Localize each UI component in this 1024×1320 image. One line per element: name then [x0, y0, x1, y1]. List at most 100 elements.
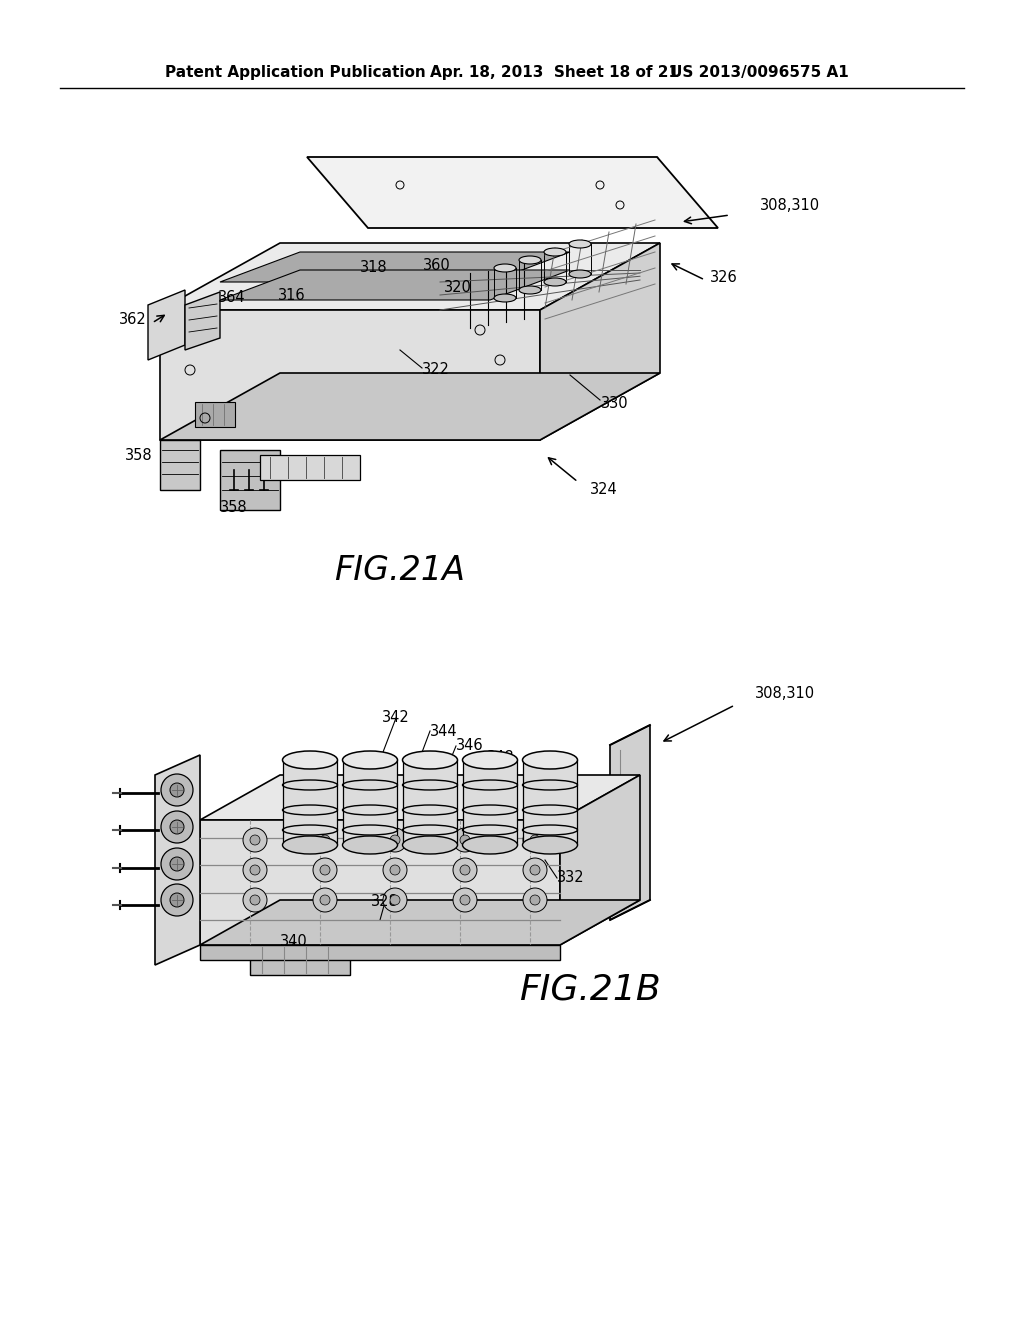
Circle shape	[453, 858, 477, 882]
Ellipse shape	[283, 836, 338, 854]
Text: 326: 326	[710, 271, 737, 285]
Circle shape	[530, 865, 540, 875]
Polygon shape	[160, 243, 660, 310]
Text: 342: 342	[382, 710, 410, 726]
Circle shape	[313, 828, 337, 851]
Text: 308,310: 308,310	[760, 198, 820, 213]
Circle shape	[390, 865, 400, 875]
Polygon shape	[200, 775, 640, 820]
Circle shape	[530, 836, 540, 845]
Text: 348: 348	[487, 751, 515, 766]
Text: 332: 332	[557, 870, 585, 886]
Polygon shape	[540, 243, 660, 440]
Ellipse shape	[569, 240, 591, 248]
Polygon shape	[160, 374, 660, 440]
Ellipse shape	[519, 256, 541, 264]
Circle shape	[523, 828, 547, 851]
Circle shape	[460, 895, 470, 906]
Circle shape	[170, 820, 184, 834]
Text: 344: 344	[430, 723, 458, 738]
Circle shape	[319, 865, 330, 875]
Polygon shape	[250, 945, 350, 975]
Circle shape	[170, 783, 184, 797]
Ellipse shape	[463, 836, 517, 854]
Text: 308,310: 308,310	[755, 685, 815, 701]
Ellipse shape	[522, 836, 578, 854]
Circle shape	[319, 895, 330, 906]
Circle shape	[161, 810, 193, 843]
Polygon shape	[343, 760, 397, 845]
Polygon shape	[403, 760, 457, 845]
Ellipse shape	[402, 836, 458, 854]
Ellipse shape	[342, 836, 397, 854]
Polygon shape	[155, 755, 200, 965]
Circle shape	[453, 828, 477, 851]
Text: Patent Application Publication: Patent Application Publication	[165, 65, 426, 79]
Ellipse shape	[519, 286, 541, 294]
Polygon shape	[610, 725, 650, 920]
Polygon shape	[200, 900, 640, 945]
Circle shape	[530, 895, 540, 906]
Ellipse shape	[402, 751, 458, 770]
Circle shape	[383, 828, 407, 851]
Text: 340: 340	[281, 935, 308, 949]
Polygon shape	[283, 760, 337, 845]
Polygon shape	[463, 760, 517, 845]
Polygon shape	[220, 252, 570, 282]
Circle shape	[523, 888, 547, 912]
Circle shape	[390, 836, 400, 845]
Circle shape	[313, 858, 337, 882]
Circle shape	[313, 888, 337, 912]
Text: 364: 364	[218, 290, 246, 305]
Ellipse shape	[544, 248, 566, 256]
Ellipse shape	[494, 264, 516, 272]
Circle shape	[250, 865, 260, 875]
Polygon shape	[307, 157, 718, 228]
Text: 328: 328	[371, 895, 399, 909]
Circle shape	[170, 857, 184, 871]
Ellipse shape	[463, 751, 517, 770]
Text: FIG.21B: FIG.21B	[519, 973, 660, 1007]
Text: 358: 358	[125, 447, 153, 462]
Text: FIG.21A: FIG.21A	[335, 553, 466, 586]
Circle shape	[250, 895, 260, 906]
Polygon shape	[185, 292, 220, 350]
Polygon shape	[220, 271, 570, 300]
Circle shape	[453, 888, 477, 912]
Circle shape	[383, 888, 407, 912]
Polygon shape	[148, 290, 185, 360]
Circle shape	[460, 865, 470, 875]
Text: 324: 324	[590, 483, 617, 498]
Circle shape	[243, 828, 267, 851]
Polygon shape	[195, 403, 234, 426]
Polygon shape	[560, 775, 640, 945]
Circle shape	[161, 847, 193, 880]
Polygon shape	[160, 440, 200, 490]
Polygon shape	[260, 455, 360, 480]
Ellipse shape	[544, 279, 566, 286]
Polygon shape	[160, 310, 540, 440]
Circle shape	[250, 836, 260, 845]
Text: 318: 318	[360, 260, 388, 276]
Text: US 2013/0096575 A1: US 2013/0096575 A1	[670, 65, 849, 79]
Circle shape	[390, 895, 400, 906]
Ellipse shape	[342, 751, 397, 770]
Text: 330: 330	[601, 396, 629, 411]
Circle shape	[170, 894, 184, 907]
Text: 346: 346	[456, 738, 483, 754]
Text: Apr. 18, 2013  Sheet 18 of 21: Apr. 18, 2013 Sheet 18 of 21	[430, 65, 679, 79]
Polygon shape	[523, 760, 577, 845]
Circle shape	[161, 774, 193, 807]
Ellipse shape	[494, 294, 516, 302]
Text: 322: 322	[422, 363, 450, 378]
Circle shape	[523, 858, 547, 882]
Ellipse shape	[283, 751, 338, 770]
Circle shape	[383, 858, 407, 882]
Text: 358: 358	[220, 499, 248, 515]
Circle shape	[460, 836, 470, 845]
Ellipse shape	[569, 271, 591, 279]
Text: 360: 360	[423, 257, 451, 272]
Polygon shape	[200, 945, 560, 960]
Text: 320: 320	[444, 280, 472, 294]
Circle shape	[243, 858, 267, 882]
